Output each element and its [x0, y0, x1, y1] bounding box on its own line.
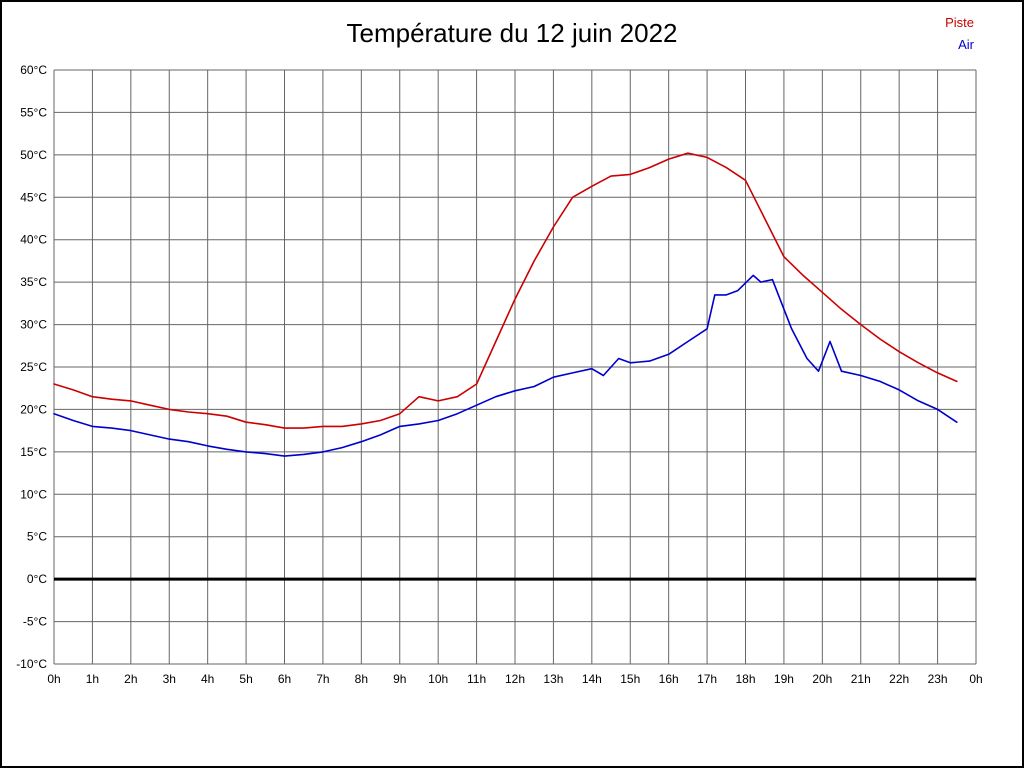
y-tick-label: -10°C [16, 657, 47, 671]
x-tick-label: 20h [812, 672, 832, 686]
x-tick-label: 14h [582, 672, 602, 686]
y-tick-label: 10°C [20, 487, 47, 501]
chart-title: Température du 12 juin 2022 [346, 18, 678, 48]
y-tick-label: -5°C [23, 615, 47, 629]
x-tick-label: 15h [620, 672, 640, 686]
x-tick-label: 21h [851, 672, 871, 686]
x-tick-label: 16h [659, 672, 679, 686]
x-tick-label: 17h [697, 672, 717, 686]
y-tick-label: 40°C [20, 233, 47, 247]
x-tick-label: 19h [774, 672, 794, 686]
x-tick-label: 1h [86, 672, 99, 686]
x-tick-label: 2h [124, 672, 137, 686]
y-tick-label: 60°C [20, 63, 47, 77]
y-tick-label: 55°C [20, 105, 47, 119]
x-tick-label: 5h [239, 672, 252, 686]
x-tick-label: 13h [543, 672, 563, 686]
y-tick-label: 20°C [20, 402, 47, 416]
x-tick-label: 8h [355, 672, 368, 686]
x-tick-label: 0h [969, 672, 982, 686]
x-tick-label: 0h [47, 672, 60, 686]
y-tick-label: 0°C [27, 572, 47, 586]
y-tick-label: 50°C [20, 148, 47, 162]
legend-air-label: Air [958, 37, 974, 52]
y-tick-label: 35°C [20, 275, 47, 289]
x-tick-label: 12h [505, 672, 525, 686]
x-tick-label: 22h [889, 672, 909, 686]
y-tick-label: 5°C [27, 530, 47, 544]
y-tick-label: 30°C [20, 318, 47, 332]
y-tick-label: 25°C [20, 360, 47, 374]
x-tick-label: 18h [735, 672, 755, 686]
x-tick-label: 11h [467, 672, 486, 686]
x-tick-label: 6h [278, 672, 291, 686]
x-tick-label: 9h [393, 672, 406, 686]
x-tick-label: 23h [928, 672, 948, 686]
series-line-piste [53, 152, 958, 429]
y-tick-label: 15°C [20, 445, 47, 459]
x-tick-label: 4h [201, 672, 214, 686]
chart-legend: Piste Air [945, 12, 974, 56]
y-tick-label: 45°C [20, 190, 47, 204]
x-tick-label: 10h [428, 672, 448, 686]
x-tick-label: 7h [316, 672, 329, 686]
x-tick-label: 3h [163, 672, 176, 686]
series-line-air [53, 274, 958, 457]
legend-piste-label: Piste [945, 15, 974, 30]
